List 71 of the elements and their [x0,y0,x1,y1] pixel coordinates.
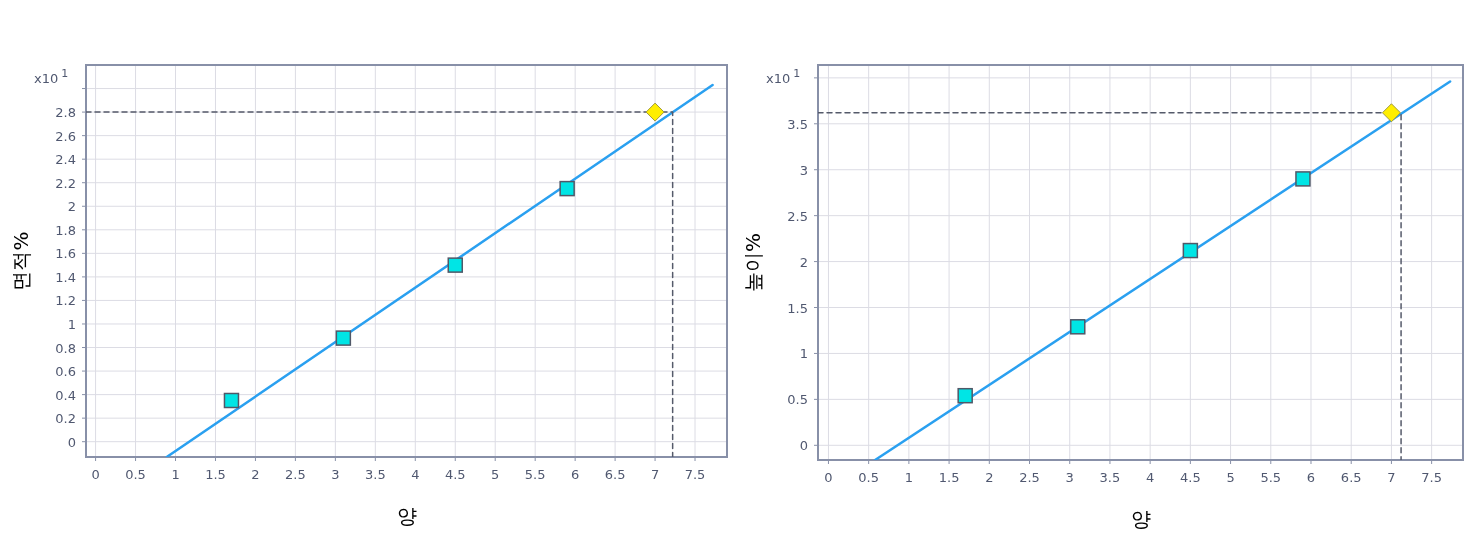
x-tick-label: 7 [650,467,660,482]
x-tick-label: 7.5 [1421,470,1442,485]
x-tick-label: 1 [171,467,180,482]
y-tick-label: 0.5 [787,392,808,408]
y-tick-label: 0.4 [55,387,76,403]
x-axis-title: 양 [396,504,417,528]
x-tick-label: 6 [571,467,580,482]
x-tick-label: 6 [1306,470,1316,485]
x-tick-label: 7 [1387,470,1396,485]
x-tick-label: 5.5 [524,467,546,482]
y-tick-label: 0.2 [55,411,76,427]
x-tick-label: 6.5 [1340,470,1362,485]
point [447,257,463,273]
y-tick-label: 2.4 [55,152,76,168]
y-tick-label: 3.5 [787,116,808,132]
y-tick-label: 1 [799,346,808,362]
x-tick-label: 1.5 [938,470,960,485]
y-axis-title: 높이% [741,232,765,293]
x-tick-label: 4.5 [444,467,466,482]
y-tick-label: 0 [799,438,808,454]
point [645,102,665,122]
y-tick-label: 2.8 [55,105,76,121]
x-tick-label: 0 [824,470,833,485]
point [1070,319,1086,335]
x-axis-title: 양 [1130,507,1151,531]
text: x10$^{1}$ [34,66,69,86]
y-tick-label: 1.6 [55,246,76,262]
x-tick-label: 5.5 [1260,470,1282,485]
x-tick-label: 0.5 [858,470,880,485]
x-tick-label: 1.5 [205,467,226,482]
y-tick-label: 1.4 [55,269,76,285]
y-tick-label: 2 [799,254,808,270]
text: x10$^{1}$ [766,66,801,86]
x-tick-label: 3 [331,467,340,482]
y-tick-label: 2.6 [55,128,76,144]
x-tick-label: 3.5 [1099,470,1121,485]
y-tick-label: 2 [67,199,76,215]
x-tick-label: 0.5 [125,467,146,482]
x-tick-label: 4.5 [1180,470,1201,485]
point [1182,242,1199,259]
y-tick-label: 1 [67,316,76,332]
point [957,387,973,404]
point [335,330,352,346]
x-tick-label: 3 [1065,470,1074,485]
y-tick-label: 0.8 [55,340,76,356]
x-tick-label: 2.5 [285,467,306,482]
x-tick-label: 2.5 [1019,470,1040,485]
x-tick-label: 3.5 [364,467,386,482]
x-tick-label: 5 [491,467,500,482]
y-tick-label: 2.5 [787,208,808,224]
y-tick-label: 1.5 [787,300,808,316]
point [559,180,575,197]
point [1381,103,1401,123]
y-tick-label: 0.6 [55,364,76,380]
x-tick-label: 4 [411,467,420,482]
x-tick-label: 5 [1226,470,1235,485]
y-tick-label: 3 [799,162,808,178]
x-tick-label: 2 [251,467,260,482]
x-tick-label: 1 [904,470,914,485]
x-tick-label: 4 [1146,470,1155,485]
y-tick-label: 2.2 [55,175,76,191]
y-tick-label: 1.8 [55,222,76,238]
point [1295,171,1311,187]
x-tick-label: 2 [985,470,994,485]
y-tick-label: 1.2 [55,293,76,309]
x-tick-label: 7.5 [684,467,706,482]
x-tick-label: 0 [91,467,100,482]
point [223,392,240,409]
y-axis-title: 면적% [9,231,33,291]
y-tick-label: 0 [67,434,76,450]
x-tick-label: 6.5 [604,467,626,482]
